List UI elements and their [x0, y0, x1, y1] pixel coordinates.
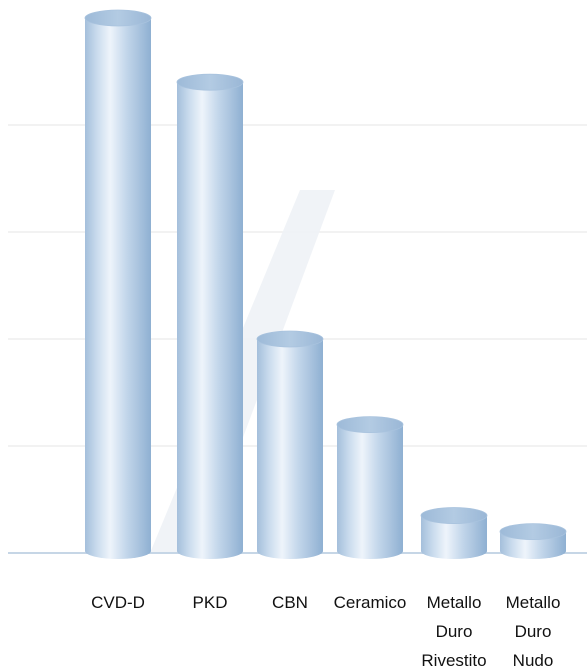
- bar-top: [176, 73, 244, 91]
- x-tick-label-line: Ceramico: [334, 593, 407, 612]
- x-tick-label: CVD-D: [91, 593, 145, 612]
- x-tick-label-line: Duro: [515, 622, 552, 641]
- bar-top: [336, 416, 404, 434]
- bar-body: [85, 18, 151, 559]
- x-tick-label: CBN: [272, 593, 308, 612]
- x-tick-label: Metallo Duro Rivestito: [421, 593, 486, 669]
- x-tick-labels: CVD-D PKD CBN Ceramico Metallo Duro RivestitoM…: [91, 593, 560, 669]
- x-tick-label-line: Metallo: [427, 593, 482, 612]
- x-tick-label-line: CVD-D: [91, 593, 145, 612]
- bar-top: [84, 9, 152, 27]
- bar: [176, 73, 244, 559]
- x-tick-label-line: Duro: [436, 622, 473, 641]
- bar-top: [420, 507, 488, 524]
- bars: [84, 9, 567, 559]
- x-tick-label-line: Rivestito: [421, 651, 486, 669]
- bar-body: [337, 424, 403, 559]
- bar: [336, 416, 404, 559]
- x-tick-label: PKD: [193, 593, 228, 612]
- bar-body: [421, 515, 487, 559]
- bar-top: [499, 523, 567, 540]
- x-tick-label: Metallo Duro Nudo: [506, 593, 561, 669]
- bar-body: [257, 339, 323, 559]
- x-tick-label-line: Nudo: [513, 651, 554, 669]
- bar: [84, 9, 152, 559]
- x-tick-label: Ceramico: [334, 593, 407, 612]
- x-tick-label-line: Metallo: [506, 593, 561, 612]
- bar: [499, 523, 567, 559]
- bar-body: [177, 82, 243, 559]
- bar: [420, 507, 488, 559]
- x-tick-label-line: CBN: [272, 593, 308, 612]
- bar-top: [256, 330, 324, 348]
- bar: [256, 330, 324, 559]
- x-tick-label-line: PKD: [193, 593, 228, 612]
